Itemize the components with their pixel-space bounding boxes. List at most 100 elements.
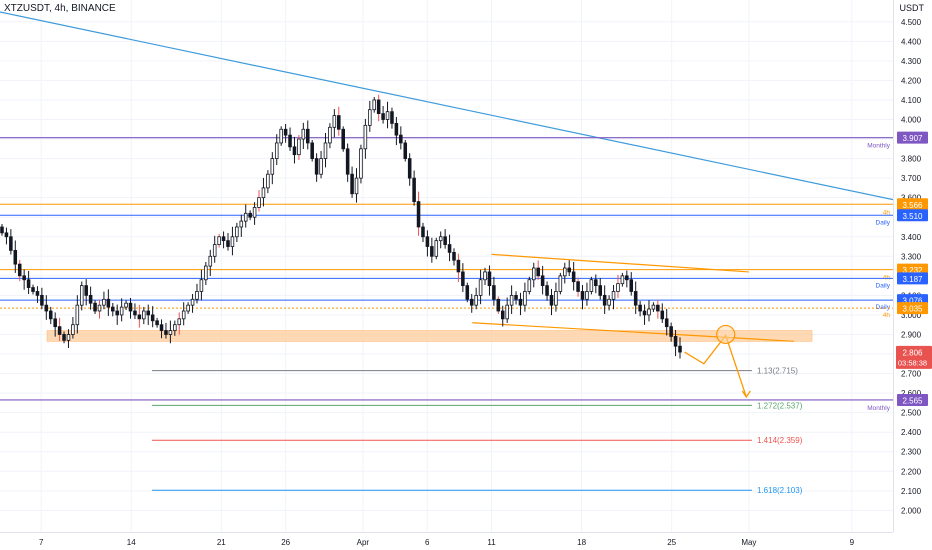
candle-body <box>523 291 527 306</box>
candle-body <box>257 197 261 208</box>
candle-countdown-label: 03:58:38 <box>898 358 927 367</box>
candle-body <box>195 291 199 300</box>
candle-body <box>270 158 275 175</box>
currency-label[interactable]: USDT <box>899 3 925 13</box>
fib-label: 1.13(2.715) <box>757 367 798 376</box>
candle-body <box>230 236 235 247</box>
candle-body <box>549 294 554 306</box>
candle-body <box>283 128 288 136</box>
target-circle <box>716 324 736 345</box>
time-axis[interactable]: 7 14 21 26 Apr 6 11 18 25 May 9 <box>0 532 893 548</box>
trendlines <box>0 11 894 342</box>
candle-body <box>536 267 540 277</box>
candle-body <box>124 302 128 308</box>
price-tick-label: 3.800 <box>901 155 922 164</box>
projection-arrow-path <box>684 334 747 398</box>
candle-body <box>301 128 306 140</box>
support-zone-rect <box>46 330 813 342</box>
price-tag-bg <box>897 198 928 211</box>
candle-body <box>274 142 279 159</box>
price-tick-label: 2.200 <box>901 467 922 476</box>
candle-body <box>625 275 629 281</box>
level-tag-4h: 4h <box>883 209 891 216</box>
projection-arrowhead <box>741 390 751 399</box>
candle-body <box>115 310 119 316</box>
time-tick-label: 25 <box>667 538 676 547</box>
candle-body <box>421 226 425 238</box>
candle-body <box>469 298 474 306</box>
candle-body <box>164 330 168 335</box>
candle-body <box>434 240 439 257</box>
channel-lower-line <box>472 322 794 342</box>
fib-extension-lines: 1.13(2.715) 1.272(2.537) 1.414(2.359) 1.618… <box>152 367 803 495</box>
candlesticks <box>0 94 682 359</box>
candle-body <box>177 318 182 326</box>
candle-body <box>243 212 248 222</box>
candle-body <box>664 318 669 328</box>
candle-body <box>483 271 487 281</box>
price-axis[interactable]: 4.5004.4004.3004.2004.1004.0003.9003.800… <box>893 0 932 550</box>
price-tick-label: 3.300 <box>901 252 922 261</box>
candle-body <box>71 324 75 335</box>
candle-body <box>461 271 465 287</box>
candle-body <box>332 115 337 128</box>
candle-body <box>266 173 270 189</box>
candle-body <box>84 285 88 296</box>
candle-body <box>443 236 447 245</box>
price-tick-label: 2.700 <box>901 370 922 379</box>
candle-body <box>199 279 204 292</box>
price-tag-bg <box>897 272 928 285</box>
candle-body <box>673 336 678 347</box>
price-tag-label: 3.907 <box>902 134 923 143</box>
price-tick-label: 2.600 <box>901 389 922 398</box>
price-tag-bg <box>897 393 928 406</box>
candle-body <box>159 324 164 331</box>
candle-body <box>500 310 505 320</box>
candle-body <box>598 285 603 296</box>
price-tick-label: 3.600 <box>901 194 922 203</box>
price-tick-label: 4.100 <box>901 96 922 105</box>
level-tag-4h: 4h <box>883 312 891 319</box>
price-tag-label: 3.566 <box>902 201 923 210</box>
candle-body <box>372 99 377 111</box>
price-tick-label: 2.300 <box>901 448 922 457</box>
fib-label: 1.272(2.537) <box>757 401 803 410</box>
candle-body <box>111 306 115 312</box>
candle-body <box>456 259 461 273</box>
candle-body <box>137 314 142 320</box>
candle-body <box>314 158 319 175</box>
current-price-label: 2.806 <box>902 348 923 357</box>
candle-body <box>509 294 514 306</box>
time-tick-label: 21 <box>217 538 226 547</box>
candle-body <box>35 291 40 296</box>
candle-body <box>399 134 403 144</box>
price-tick-label: 4.400 <box>901 37 922 46</box>
price-tag-label: 3.187 <box>902 275 923 284</box>
level-tag-daily: Daily <box>876 304 891 311</box>
candle-body <box>540 275 545 287</box>
candle-body <box>345 148 350 175</box>
candle-body <box>567 267 571 273</box>
candle-body <box>678 345 682 353</box>
candle-body <box>394 122 399 136</box>
candle-body <box>363 124 368 150</box>
candle-body <box>53 318 57 328</box>
candle-body <box>221 236 226 242</box>
price-tag-label: 3.232 <box>902 266 923 275</box>
candle-body <box>452 251 456 261</box>
price-tick-label: 3.000 <box>901 311 922 320</box>
candle-body <box>403 142 408 159</box>
candle-body <box>416 201 421 228</box>
candle-body <box>128 302 133 312</box>
candle-body <box>79 285 84 306</box>
candle-body <box>48 310 53 320</box>
candle-body <box>252 207 257 218</box>
candle-body <box>40 294 44 306</box>
symbol-title[interactable]: XTZUSDT, 4h, BINANCE <box>4 3 116 14</box>
time-tick-label: 6 <box>425 538 430 547</box>
time-tick-label: 26 <box>281 538 290 547</box>
candle-body <box>248 212 252 218</box>
candle-body <box>580 291 585 300</box>
candle-body <box>0 226 4 234</box>
